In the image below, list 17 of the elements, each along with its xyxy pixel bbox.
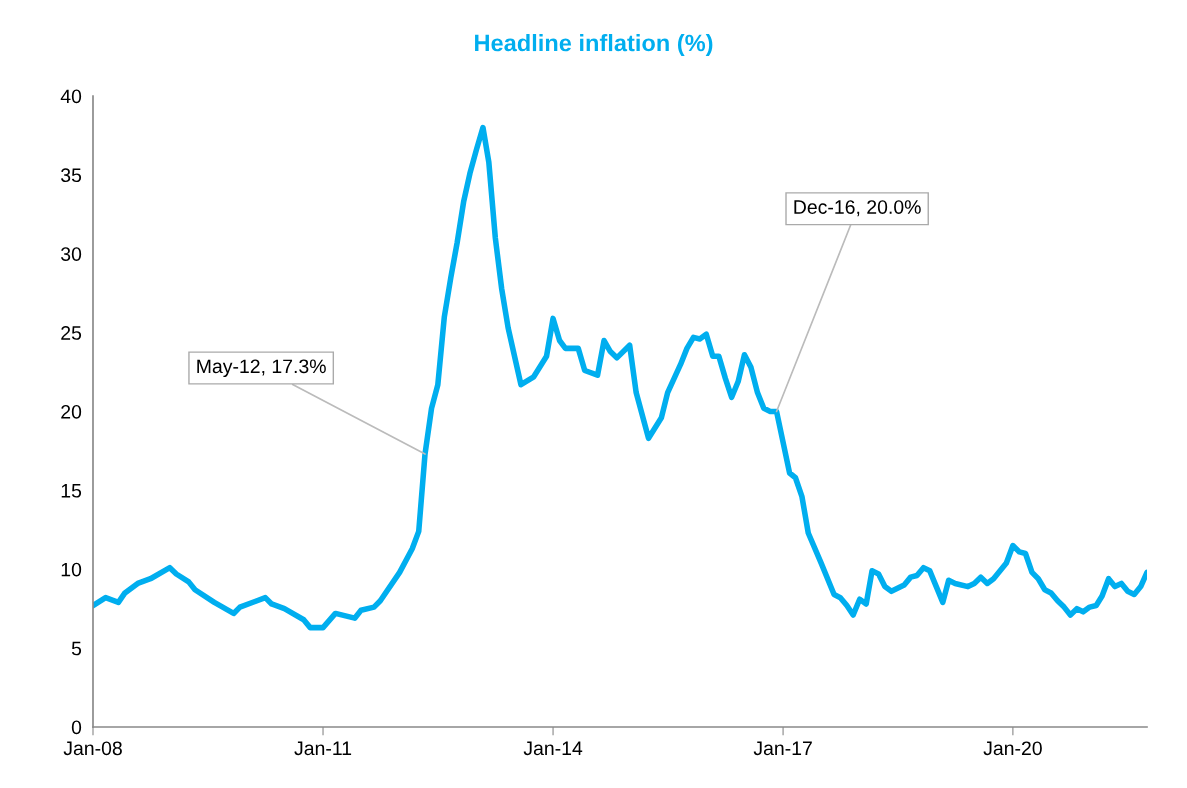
annotation: May-12, 17.3% bbox=[197, 359, 326, 378]
y-tick-label: 10 bbox=[61, 562, 82, 577]
y-tick-label: 5 bbox=[71, 641, 82, 656]
y-tick-label: 20 bbox=[61, 404, 82, 419]
y-tick-label: 0 bbox=[71, 720, 82, 735]
y-tick-label: 15 bbox=[61, 484, 82, 498]
y-tick-label: 35 bbox=[61, 168, 82, 183]
x-tick-label: Jan-11 bbox=[294, 741, 352, 756]
y-tick-label: 25 bbox=[61, 326, 82, 340]
x-tick-label: Jan-14 bbox=[523, 741, 583, 756]
y-tick-label: 40 bbox=[60, 89, 82, 104]
annotation: Dec-16, 20.0% bbox=[794, 200, 921, 217]
x-tick-label: Jan-20 bbox=[983, 741, 1042, 756]
y-tick-label: 30 bbox=[61, 247, 82, 261]
x-tick-label: Jan-17 bbox=[753, 741, 812, 756]
chart-title: Headline inflation (%) bbox=[475, 34, 713, 57]
x-tick-label: Jan-08 bbox=[63, 741, 122, 756]
